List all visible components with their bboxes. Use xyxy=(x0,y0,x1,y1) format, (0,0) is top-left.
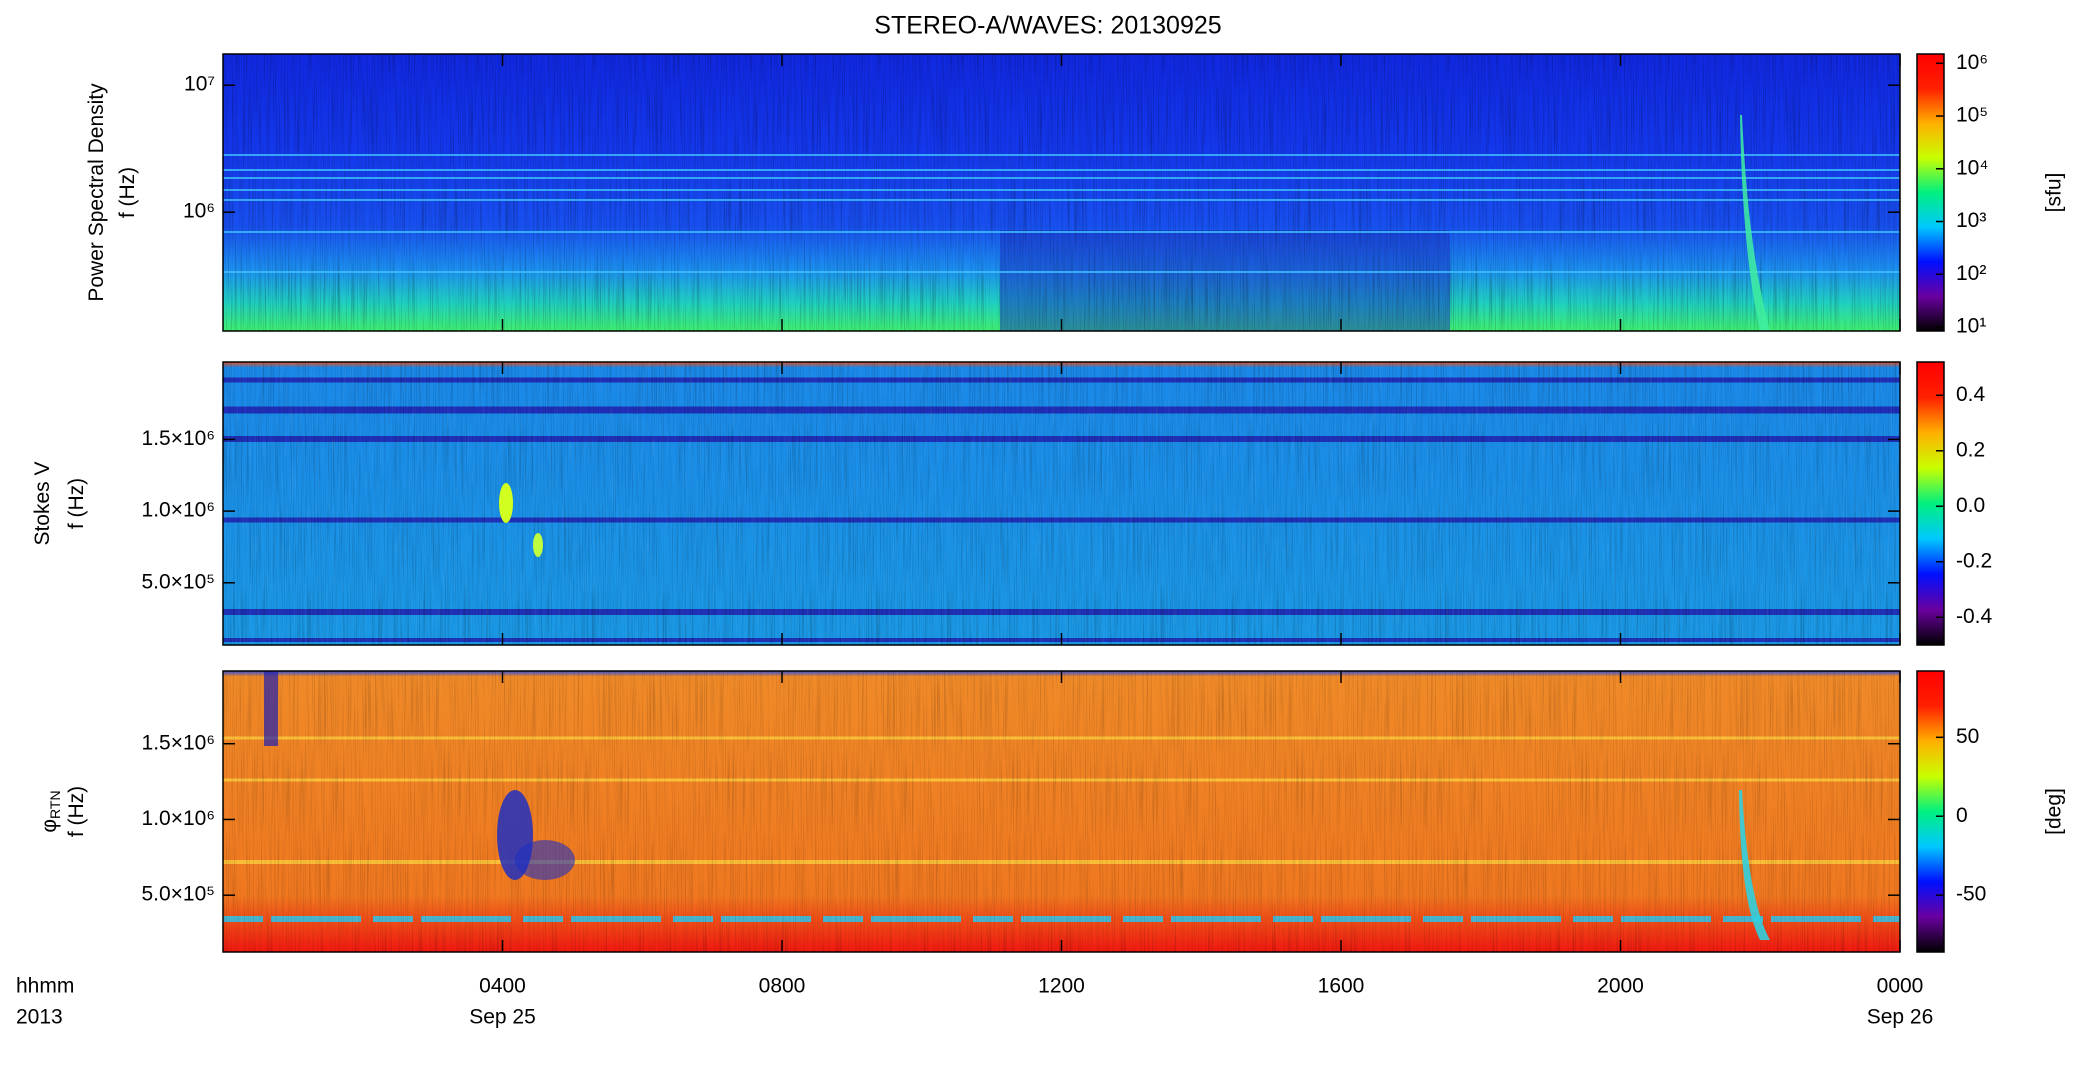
colorbar-tick-label: 10³ xyxy=(1956,209,1986,232)
colorbar-tick-label: 50 xyxy=(1956,725,1979,748)
x-tick-label: 1600 xyxy=(1318,975,1365,998)
colorbar-tick-label: 10⁵ xyxy=(1956,104,1988,127)
x-date-label: Sep 26 xyxy=(1867,1006,1934,1029)
colorbar xyxy=(1916,670,1945,953)
y-axis-title-subscript: RTN xyxy=(47,790,63,819)
colorbar-tick-label: 0 xyxy=(1956,804,1968,827)
y-axis-title: f (Hz) xyxy=(65,478,88,529)
colorbar xyxy=(1916,53,1945,332)
spectrogram-2 xyxy=(223,362,1900,645)
y-axis-title-text: f (Hz) xyxy=(65,478,88,529)
x-row-label: 2013 xyxy=(16,1006,63,1029)
y-tick-label: 1.5×10⁶ xyxy=(142,731,215,754)
y-axis-title-text: f (Hz) xyxy=(116,167,139,218)
y-axis-title-text: Power Spectral Density xyxy=(85,83,108,302)
x-tick-label: 1200 xyxy=(1038,975,1085,998)
spectrogram-1 xyxy=(223,54,1900,331)
y-tick-label: 1.0×10⁶ xyxy=(142,499,215,522)
y-tick-label: 1.0×10⁶ xyxy=(142,807,215,830)
colorbar-tick-label: -0.2 xyxy=(1956,549,1992,572)
y-axis-title: Stokes V xyxy=(31,461,54,545)
y-axis-title: f (Hz) xyxy=(116,167,139,218)
colorbar xyxy=(1916,361,1945,646)
colorbar-label: [deg] xyxy=(2043,788,2066,835)
x-tick-label: 0000 xyxy=(1877,975,1924,998)
colorbar-tick-label: 10² xyxy=(1956,262,1986,285)
x-tick-label: 0800 xyxy=(759,975,806,998)
x-date-label: Sep 25 xyxy=(469,1006,536,1029)
chart-title: STEREO-A/WAVES: 20130925 xyxy=(874,12,1221,40)
y-tick-label: 10⁶ xyxy=(183,200,215,223)
x-tick-label: 2000 xyxy=(1597,975,1644,998)
y-tick-label: 10⁷ xyxy=(184,73,215,96)
colorbar-tick-label: 0.2 xyxy=(1956,438,1985,461)
colorbar-tick-label: -50 xyxy=(1956,883,1986,906)
spectrogram-3 xyxy=(223,671,1900,952)
colorbar-tick-label: 10⁴ xyxy=(1956,156,1988,179)
y-tick-label: 5.0×10⁵ xyxy=(141,570,215,593)
y-tick-label: 1.5×10⁶ xyxy=(142,427,215,450)
y-axis-title-text: f (Hz) xyxy=(65,786,88,837)
x-row-label: hhmm xyxy=(16,975,74,998)
colorbar-tick-label: 10⁶ xyxy=(1956,51,1988,74)
colorbar-tick-label: 0.4 xyxy=(1956,383,1986,406)
y-tick-label: 5.0×10⁵ xyxy=(141,883,215,906)
x-tick-label: 0400 xyxy=(479,975,526,998)
y-axis-title-text: φ xyxy=(38,819,61,833)
colorbar-label: [sfu] xyxy=(2043,173,2066,213)
colorbar-tick-label: -0.4 xyxy=(1956,605,1993,628)
colorbar-tick-label: 10¹ xyxy=(1956,315,1986,338)
y-axis-title-text: Stokes V xyxy=(31,461,54,545)
y-axis-title: Power Spectral Density xyxy=(85,83,108,302)
y-axis-title: φRTN xyxy=(38,790,63,832)
colorbar-tick-label: 0.0 xyxy=(1956,494,1985,517)
y-axis-title: f (Hz) xyxy=(65,786,88,837)
